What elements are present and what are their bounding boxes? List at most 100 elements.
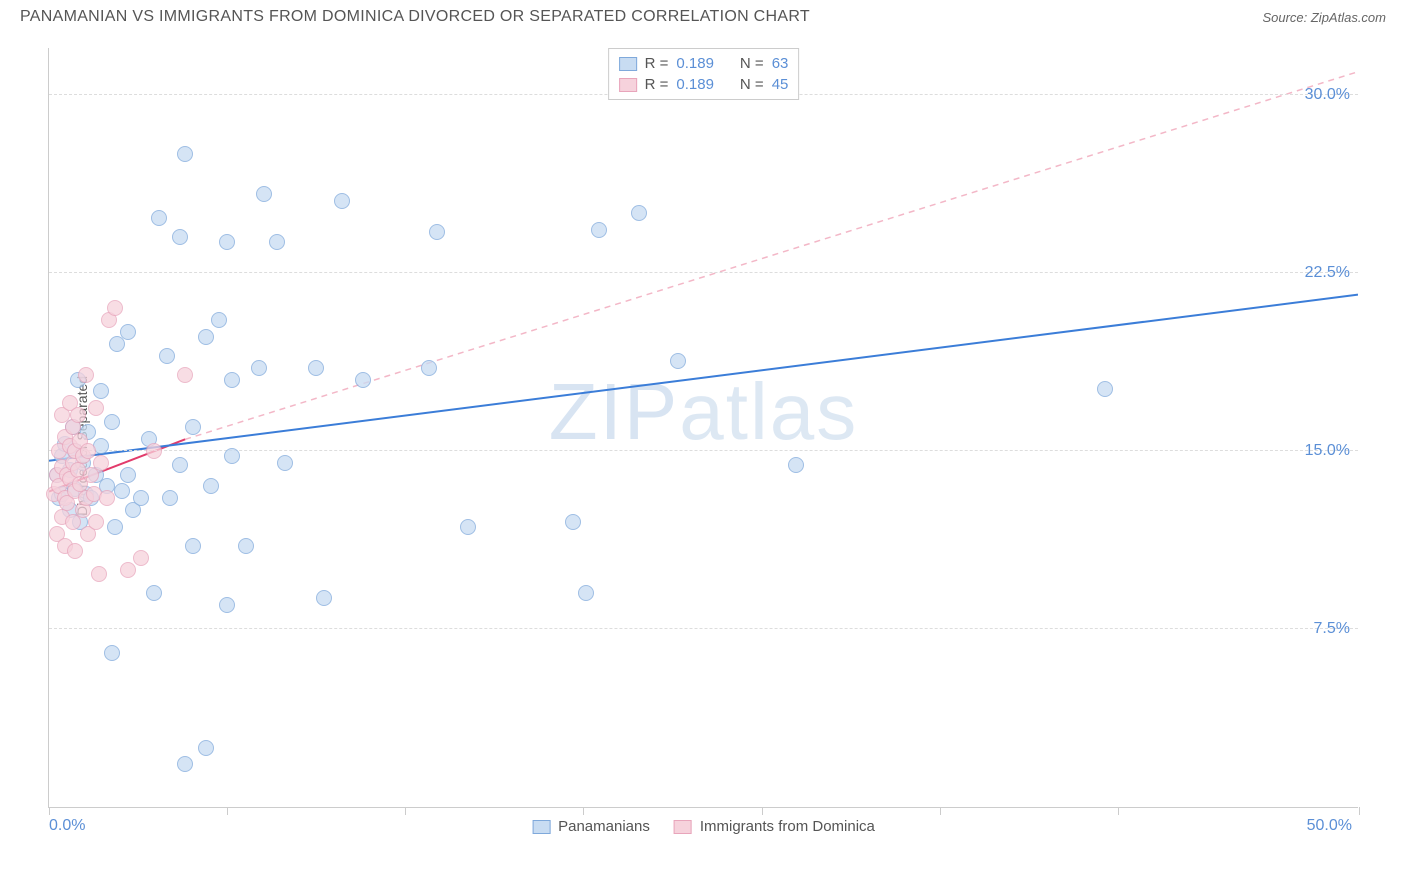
data-point bbox=[99, 490, 115, 506]
data-point bbox=[224, 372, 240, 388]
legend-swatch bbox=[619, 78, 637, 92]
x-tick bbox=[940, 807, 941, 815]
r-value: 0.189 bbox=[676, 55, 714, 72]
y-tick-label: 22.5% bbox=[1305, 264, 1350, 282]
y-tick-label: 30.0% bbox=[1305, 86, 1350, 104]
grid-line bbox=[49, 272, 1358, 273]
data-point bbox=[162, 490, 178, 506]
legend-label: Immigrants from Dominica bbox=[700, 818, 875, 835]
n-label: N = bbox=[740, 55, 764, 72]
data-point bbox=[251, 360, 267, 376]
r-label: R = bbox=[645, 76, 669, 93]
x-tick bbox=[1118, 807, 1119, 815]
x-tick bbox=[49, 807, 50, 815]
legend-label: Panamanians bbox=[558, 818, 650, 835]
data-point bbox=[104, 645, 120, 661]
data-point bbox=[334, 193, 350, 209]
data-point bbox=[565, 514, 581, 530]
data-point bbox=[78, 367, 94, 383]
data-point bbox=[219, 234, 235, 250]
data-point bbox=[172, 229, 188, 245]
data-point bbox=[308, 360, 324, 376]
data-point bbox=[355, 372, 371, 388]
legend-swatch bbox=[532, 820, 550, 834]
trend-lines bbox=[49, 48, 1358, 807]
info-row: R = 0.189 N = 63 bbox=[619, 53, 789, 74]
data-point bbox=[80, 443, 96, 459]
x-tick bbox=[1359, 807, 1360, 815]
data-point bbox=[88, 400, 104, 416]
data-point bbox=[421, 360, 437, 376]
r-label: R = bbox=[645, 55, 669, 72]
data-point bbox=[185, 538, 201, 554]
data-point bbox=[146, 443, 162, 459]
x-tick-label: 50.0% bbox=[1307, 817, 1352, 835]
correlation-info-box: R = 0.189 N = 63 R = 0.189 N = 45 bbox=[608, 48, 800, 100]
data-point bbox=[591, 222, 607, 238]
bottom-legend: Panamanians Immigrants from Dominica bbox=[532, 818, 875, 835]
legend-item: Panamanians bbox=[532, 818, 650, 835]
grid-line bbox=[49, 628, 1358, 629]
data-point bbox=[114, 483, 130, 499]
data-point bbox=[631, 205, 647, 221]
data-point bbox=[460, 519, 476, 535]
data-point bbox=[429, 224, 445, 240]
data-point bbox=[256, 186, 272, 202]
data-point bbox=[1097, 381, 1113, 397]
legend-item: Immigrants from Dominica bbox=[674, 818, 875, 835]
data-point bbox=[788, 457, 804, 473]
data-point bbox=[91, 566, 107, 582]
data-point bbox=[172, 457, 188, 473]
data-point bbox=[219, 597, 235, 613]
data-point bbox=[133, 490, 149, 506]
data-point bbox=[107, 300, 123, 316]
data-point bbox=[120, 324, 136, 340]
data-point bbox=[120, 467, 136, 483]
n-value: 63 bbox=[772, 55, 789, 72]
data-point bbox=[211, 312, 227, 328]
y-tick-label: 7.5% bbox=[1314, 620, 1350, 638]
data-point bbox=[159, 348, 175, 364]
info-row: R = 0.189 N = 45 bbox=[619, 74, 789, 95]
data-point bbox=[88, 514, 104, 530]
n-value: 45 bbox=[772, 76, 789, 93]
data-point bbox=[269, 234, 285, 250]
data-point bbox=[133, 550, 149, 566]
x-tick bbox=[405, 807, 406, 815]
data-point bbox=[578, 585, 594, 601]
x-tick bbox=[583, 807, 584, 815]
watermark: ZIPatlas bbox=[549, 366, 858, 458]
source-attribution: Source: ZipAtlas.com bbox=[1262, 10, 1386, 25]
data-point bbox=[151, 210, 167, 226]
data-point bbox=[93, 455, 109, 471]
data-point bbox=[177, 367, 193, 383]
data-point bbox=[67, 543, 83, 559]
n-label: N = bbox=[740, 76, 764, 93]
data-point bbox=[198, 740, 214, 756]
data-point bbox=[146, 585, 162, 601]
data-point bbox=[93, 383, 109, 399]
data-point bbox=[238, 538, 254, 554]
legend-swatch bbox=[619, 57, 637, 71]
data-point bbox=[670, 353, 686, 369]
x-tick-label: 0.0% bbox=[49, 817, 85, 835]
data-point bbox=[198, 329, 214, 345]
header: PANAMANIAN VS IMMIGRANTS FROM DOMINICA D… bbox=[0, 0, 1406, 30]
chart-title: PANAMANIAN VS IMMIGRANTS FROM DOMINICA D… bbox=[20, 8, 810, 26]
x-tick bbox=[227, 807, 228, 815]
y-tick-label: 15.0% bbox=[1305, 442, 1350, 460]
legend-swatch bbox=[674, 820, 692, 834]
data-point bbox=[277, 455, 293, 471]
x-tick bbox=[762, 807, 763, 815]
data-point bbox=[70, 407, 86, 423]
r-value: 0.189 bbox=[676, 76, 714, 93]
data-point bbox=[120, 562, 136, 578]
data-point bbox=[316, 590, 332, 606]
data-point bbox=[203, 478, 219, 494]
data-point bbox=[177, 756, 193, 772]
scatter-chart: ZIPatlas 7.5%15.0%22.5%30.0%0.0%50.0%R =… bbox=[48, 48, 1358, 808]
grid-line bbox=[49, 450, 1358, 451]
data-point bbox=[104, 414, 120, 430]
data-point bbox=[185, 419, 201, 435]
data-point bbox=[177, 146, 193, 162]
